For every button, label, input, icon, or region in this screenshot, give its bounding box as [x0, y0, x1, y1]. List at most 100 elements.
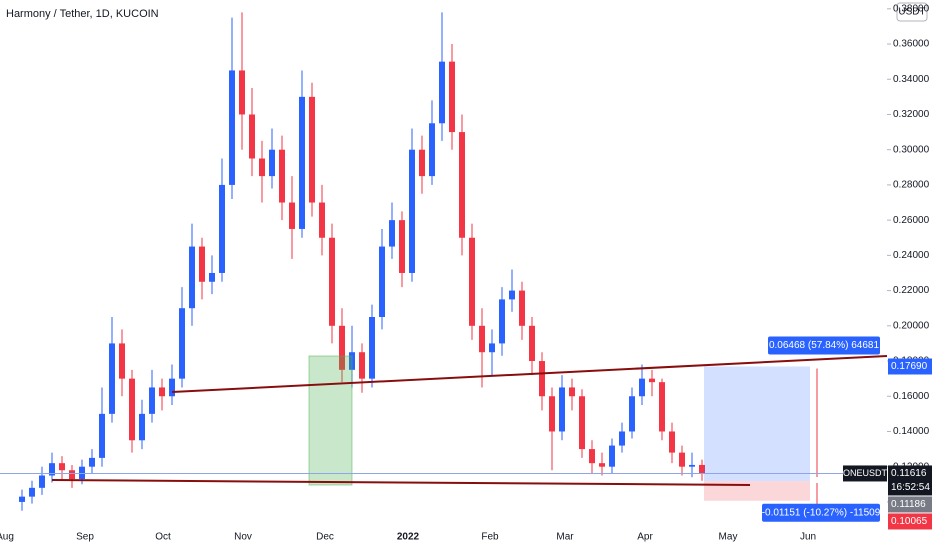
- candle-body: [199, 246, 205, 282]
- y-tick-label: 0.36000: [893, 39, 930, 50]
- x-tick-label: Dec: [316, 532, 334, 543]
- loss-zone: [704, 481, 810, 501]
- last-price-label-bg: [888, 465, 932, 496]
- candle-body: [279, 149, 285, 203]
- candle-body: [19, 496, 25, 502]
- currency-label: USDT: [898, 7, 925, 18]
- candle-body: [399, 220, 405, 273]
- candle-body: [669, 431, 675, 453]
- candle-body: [519, 290, 525, 326]
- stop-price-label: 0.10065: [891, 516, 928, 527]
- candle-body: [449, 61, 455, 133]
- candle-body: [649, 378, 655, 383]
- chart-title: Harmony / Tether, 1D, KUCOIN: [6, 8, 159, 20]
- candle-body: [189, 246, 195, 309]
- candle-body: [299, 96, 305, 229]
- candle-body: [689, 464, 695, 467]
- profit-label-bg: [768, 336, 880, 355]
- candle-body: [209, 272, 215, 282]
- x-tick-label: Apr: [637, 532, 653, 543]
- x-tick-label: Sep: [76, 532, 94, 543]
- candle-body: [529, 325, 535, 362]
- candle-body: [289, 202, 295, 229]
- y-tick-label: 0.38000: [893, 3, 930, 14]
- candle-body: [409, 149, 415, 273]
- candle-body: [619, 431, 625, 446]
- candle-body: [589, 449, 595, 464]
- candle-body: [249, 114, 255, 159]
- trend-line-lower: [51, 479, 751, 486]
- x-tick-label: Feb: [481, 532, 499, 543]
- y-tick-label: 0.34000: [893, 74, 930, 85]
- candle-body: [59, 463, 65, 471]
- candle-body: [599, 463, 605, 467]
- currency-box[interactable]: [896, 2, 928, 22]
- candle-body: [319, 202, 325, 238]
- candle-body: [359, 352, 365, 379]
- candle-body: [499, 299, 505, 344]
- profit-label: 0.06468 (57.84%) 64681: [769, 340, 880, 351]
- candle-body: [459, 132, 465, 238]
- y-tick-label: 0.16000: [893, 391, 930, 402]
- candle-body: [469, 237, 475, 326]
- highlight-zone: [308, 355, 353, 486]
- loss-label-bg: [762, 503, 880, 522]
- loss-label: -0.01151 (-10.27%) -11509: [762, 507, 881, 518]
- candle-body: [389, 220, 395, 247]
- y-tick-label: 0.32000: [893, 109, 930, 120]
- x-tick-label: Mar: [556, 532, 574, 543]
- x-tick-label: Nov: [234, 532, 252, 543]
- candle-body: [479, 325, 485, 353]
- candle-body: [269, 149, 275, 177]
- y-tick-label: 0.22000: [893, 285, 930, 296]
- candle-body: [89, 457, 95, 467]
- last-price-label: 0.11616: [891, 468, 927, 479]
- candle-body: [509, 290, 515, 300]
- symbol-label: ONEUSDT: [843, 468, 888, 478]
- candle-body: [379, 246, 385, 318]
- candle-body: [559, 387, 565, 432]
- candle-body: [639, 378, 645, 397]
- candle-body: [239, 70, 245, 115]
- candle-body: [79, 466, 85, 480]
- x-tick-label: Aug: [0, 532, 14, 543]
- candle-body: [169, 378, 175, 397]
- candle-body: [129, 378, 135, 441]
- candle-body: [539, 361, 545, 397]
- candle-body: [489, 343, 495, 353]
- candle-body: [49, 463, 55, 476]
- candle-body: [139, 413, 145, 441]
- candle-body: [259, 158, 265, 177]
- candle-body: [179, 308, 185, 379]
- candle-body: [309, 96, 315, 203]
- candle-body: [329, 237, 335, 326]
- trend-line-upper: [171, 355, 888, 393]
- entry-price-label-bg: [888, 496, 932, 513]
- candle-body: [369, 317, 375, 379]
- target-price-label-bg: [888, 358, 932, 375]
- candle-body: [699, 464, 705, 474]
- candle-body: [439, 61, 445, 124]
- x-tick-label: May: [719, 532, 738, 543]
- y-tick-label: 0.28000: [893, 180, 930, 191]
- candle-body: [549, 396, 555, 432]
- candle-body: [429, 123, 435, 177]
- candle-body: [569, 387, 575, 397]
- x-tick-label: Oct: [155, 532, 171, 543]
- candle-body: [579, 396, 585, 450]
- y-tick-label: 0.14000: [893, 426, 930, 437]
- plot-area: [19, 12, 810, 511]
- candle-body: [339, 325, 345, 370]
- x-tick-label: Jun: [800, 532, 816, 543]
- candle-body: [419, 149, 425, 177]
- candle-body: [609, 445, 615, 467]
- candle-body: [69, 470, 75, 480]
- candle-body: [219, 184, 225, 273]
- candle-body: [159, 387, 165, 397]
- stop-price-label-bg: [888, 513, 932, 530]
- y-tick-label: 0.24000: [893, 250, 930, 261]
- candle-body: [679, 452, 685, 467]
- y-tick-label: 0.26000: [893, 215, 930, 226]
